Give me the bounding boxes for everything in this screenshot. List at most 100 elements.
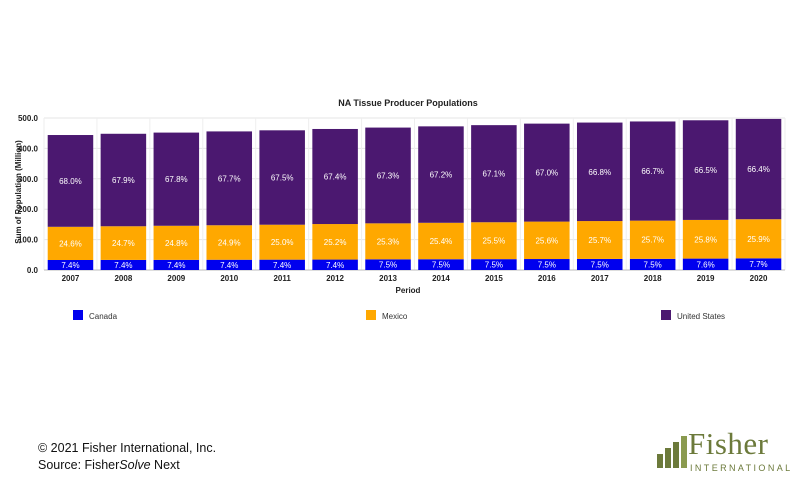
x-tick-label: 2014: [432, 274, 450, 283]
bar-segment-united-states: [418, 126, 464, 223]
bar-segment-united-states: [47, 135, 94, 227]
bar-segment-mexico: [100, 226, 147, 260]
data-label: 7.7%: [749, 260, 767, 269]
source-italic: Solve: [119, 458, 151, 472]
bar-segment-united-states: [100, 133, 147, 227]
data-label: 67.3%: [377, 171, 400, 180]
data-label: 67.7%: [218, 174, 241, 183]
y-tick-label: 300.0: [18, 175, 39, 184]
data-label: 67.1%: [483, 170, 506, 179]
data-label: 68.0%: [59, 177, 82, 186]
data-label: 25.4%: [430, 237, 453, 246]
x-tick-label: 2018: [644, 274, 662, 283]
data-label: 7.5%: [644, 260, 662, 269]
chart-title: NA Tissue Producer Populations: [338, 98, 478, 108]
axis-ticks: 0.0 100.0 200.0 300.0 400.0 500.0 2007 2008 2009…: [18, 114, 768, 283]
legend-label: Canada: [89, 312, 118, 321]
data-label: 25.9%: [747, 235, 770, 244]
bar-segment-canada: [100, 259, 147, 270]
data-label: 7.4%: [273, 261, 291, 270]
logo-mark-icon: [657, 436, 687, 468]
data-label: 7.5%: [591, 260, 609, 269]
x-tick-label: 2020: [750, 274, 768, 283]
data-label: 25.7%: [641, 236, 664, 245]
bar-segment-canada: [524, 259, 570, 270]
data-label: 25.5%: [483, 237, 506, 246]
bar-segment-mexico: [153, 225, 200, 260]
bar-segment-mexico: [47, 226, 94, 260]
bar-segment-united-states: [576, 122, 623, 222]
bar-segment-united-states: [682, 120, 729, 220]
y-axis-label: Sum of Population (Million): [14, 140, 23, 244]
x-tick-label: 2013: [379, 274, 397, 283]
y-tick-label: 0.0: [27, 266, 39, 275]
bar-segment-canada: [682, 258, 729, 270]
source-text: Source: FisherSolve Next: [38, 458, 180, 472]
bar-segment-united-states: [312, 128, 358, 225]
bar-segment-canada: [471, 259, 517, 270]
bar-segment-united-states: [259, 130, 305, 225]
data-label: 25.8%: [694, 235, 717, 244]
legend-swatch: [661, 310, 671, 320]
data-label: 24.8%: [165, 239, 188, 248]
legend-label: Mexico: [382, 312, 408, 321]
bar-segment-mexico: [365, 223, 411, 260]
bar-segment-canada: [47, 259, 94, 270]
bar-segment-mexico: [524, 221, 570, 260]
source-suffix: Next: [150, 458, 180, 472]
data-label: 25.2%: [324, 238, 347, 247]
fisher-logo: Fisher INTERNATIONAL: [657, 426, 790, 476]
x-tick-label: 2012: [326, 274, 344, 283]
data-label: 7.5%: [432, 261, 450, 270]
y-tick-label: 500.0: [18, 114, 39, 123]
bar-segment-canada: [259, 259, 305, 270]
data-label: 67.0%: [535, 169, 558, 178]
data-label: 67.5%: [271, 174, 294, 183]
bar-segment-mexico: [259, 224, 305, 260]
bar-segment-united-states: [524, 123, 570, 222]
bar-segment-mexico: [629, 220, 676, 259]
bar-segment-mexico: [312, 224, 358, 260]
x-tick-label: 2008: [114, 274, 132, 283]
data-label: 7.4%: [220, 261, 238, 270]
x-tick-label: 2017: [591, 274, 609, 283]
data-label: 66.7%: [641, 167, 664, 176]
data-label: 66.5%: [694, 166, 717, 175]
data-label: 67.9%: [112, 176, 135, 185]
bar-segment-mexico: [735, 219, 782, 259]
x-tick-label: 2016: [538, 274, 556, 283]
data-label: 24.6%: [59, 239, 82, 248]
x-tick-label: 2010: [220, 274, 238, 283]
bar-segment-mexico: [471, 222, 517, 260]
data-label: 24.9%: [218, 239, 241, 248]
bar-segment-canada: [735, 258, 782, 270]
bar-segment-canada: [629, 258, 676, 270]
data-label: 67.4%: [324, 173, 347, 182]
data-label: 7.4%: [326, 261, 344, 270]
bar-segment-united-states: [206, 131, 253, 226]
data-label: 7.4%: [61, 261, 79, 270]
legend-swatch: [73, 310, 83, 320]
legend-swatch: [366, 310, 376, 320]
x-tick-label: 2015: [485, 274, 503, 283]
bar-segment-united-states: [153, 132, 200, 226]
bar-segment-united-states: [471, 125, 517, 223]
x-tick-label: 2007: [62, 274, 80, 283]
bar-segment-canada: [576, 258, 623, 270]
data-label: 7.6%: [696, 260, 714, 269]
source-prefix: Source: Fisher: [38, 458, 120, 472]
copyright-text: © 2021 Fisher International, Inc.: [38, 441, 217, 455]
bar-segment-united-states: [629, 121, 676, 221]
data-label: 24.7%: [112, 239, 135, 248]
logo-tagline: INTERNATIONAL: [690, 463, 793, 473]
bar-segment-canada: [365, 259, 411, 270]
data-label: 25.3%: [377, 237, 400, 246]
logo-name: Fisher: [688, 426, 769, 461]
data-label: 67.8%: [165, 175, 188, 184]
x-tick-label: 2009: [167, 274, 185, 283]
x-axis-label: Period: [396, 286, 421, 295]
x-tick-label: 2019: [697, 274, 715, 283]
bar-segment-mexico: [576, 221, 623, 259]
bar-segment-mexico: [418, 222, 464, 260]
